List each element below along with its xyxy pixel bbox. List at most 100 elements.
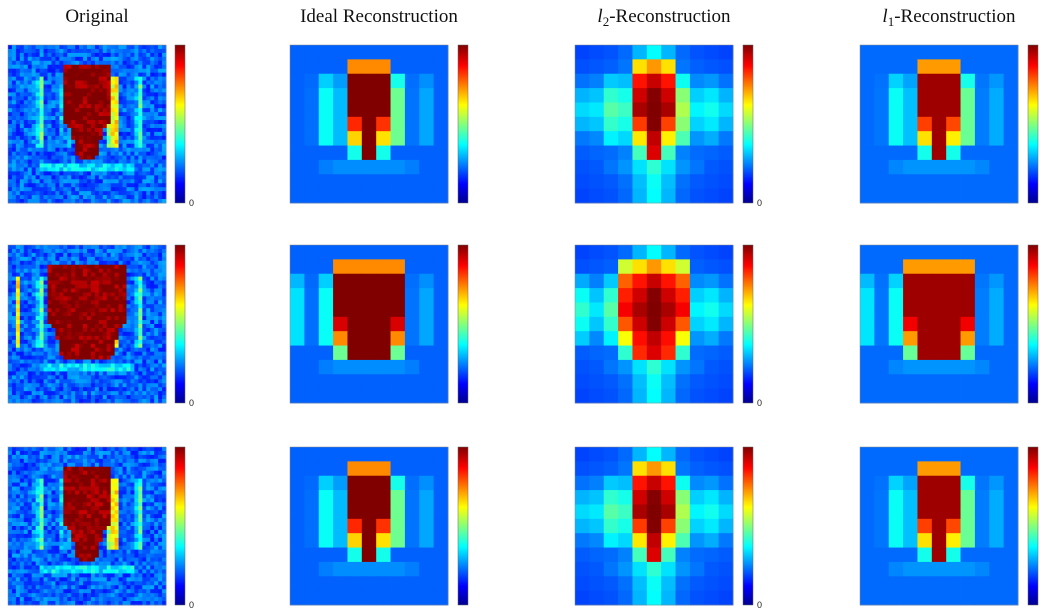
heatmap-cell [158,273,162,277]
heatmap-cell [107,53,111,57]
heatmap-cell [32,526,36,530]
heatmap-cell [24,459,28,463]
heatmap-cell [59,65,63,69]
heatmap-cell [146,140,150,144]
heatmap-cell [28,171,32,175]
heatmap-cell [79,164,83,168]
heatmap-cell [107,108,111,112]
heatmap-cell [28,124,32,128]
heatmap-cell [704,346,719,361]
heatmap-cell [115,144,119,148]
heatmap-cell [123,367,127,371]
heatmap-cell [154,483,158,487]
heatmap-cell [158,100,162,104]
heatmap-cell [127,542,131,546]
heatmap-cell [87,455,91,459]
heatmap-cell [20,112,24,116]
heatmap-cell [8,88,12,92]
heatmap-cell [79,77,83,81]
heatmap-cell [24,483,28,487]
heatmap-cell [79,447,83,451]
heatmap-cell [79,179,83,183]
heatmap-cell [115,538,119,542]
heatmap-cell [347,302,362,317]
heatmap-cell [111,45,115,49]
heatmap-cell [75,490,79,494]
heatmap-cell [134,81,138,85]
heatmap-cell [142,273,146,277]
heatmap-cell [150,152,154,156]
heatmap-cell [8,356,12,360]
heatmap-cell [142,344,146,348]
heatmap-cell [36,328,40,332]
heatmap-cell [661,360,676,375]
heatmap-cell [676,302,691,317]
heatmap-cell [48,92,52,96]
heatmap-cell [95,304,99,308]
heatmap-cell [59,360,63,364]
heatmap-cell [604,346,619,361]
heatmap-cell [704,88,719,103]
heatmap-cell [71,336,75,340]
heatmap-cell [690,45,705,60]
heatmap-cell [123,269,127,273]
heatmap-cell [63,124,67,128]
heatmap-cell [63,253,67,257]
heatmap-cell [704,146,719,161]
heatmap-cell [975,59,990,74]
heatmap-cell [119,261,123,265]
heatmap-cell [95,364,99,368]
heatmap-cell [154,360,158,364]
heatmap-cell [71,312,75,316]
heatmap-cell [111,191,115,195]
heatmap-cell [719,160,734,175]
heatmap-cell [71,61,75,65]
heatmap-cell [150,73,154,77]
heatmap-cell [115,253,119,257]
heatmap-cell [860,45,875,60]
heatmap-cell [142,156,146,160]
heatmap-cell [134,167,138,171]
heatmap-cell [575,117,590,132]
heatmap-cell [127,324,131,328]
heatmap-cell [138,546,142,550]
heatmap-cell [119,471,123,475]
heatmap-cell [83,399,87,403]
heatmap-cell [146,81,150,85]
heatmap-cell [20,187,24,191]
heatmap-cell [8,277,12,281]
heatmap-cell [362,189,377,204]
heatmap-cell [12,510,16,514]
heatmap-cell [347,274,362,289]
heatmap-cell [119,249,123,253]
heatmap-cell [123,316,127,320]
heatmap-cell [95,340,99,344]
heatmap-cell [67,156,71,160]
heatmap-cell [40,277,44,281]
heatmap-cell [150,447,154,451]
heatmap-cell [154,395,158,399]
heatmap-cell [103,300,107,304]
heatmap-cell [123,506,127,510]
heatmap-cell [134,340,138,344]
heatmap-cell [83,128,87,132]
heatmap-cell [676,389,691,404]
heatmap-cell [376,317,391,332]
heatmap-cell [16,61,20,65]
heatmap-cell [119,120,123,124]
heatmap-cell [127,312,131,316]
heatmap-cell [134,328,138,332]
heatmap-cell [48,498,52,502]
heatmap-cell [103,77,107,81]
heatmap-cell [95,144,99,148]
heatmap-cell [87,487,91,491]
heatmap-cell [154,175,158,179]
heatmap-cell [16,57,20,61]
heatmap-cell [75,124,79,128]
heatmap-cell [83,112,87,116]
heatmap-cell [162,296,166,300]
heatmap-cell [55,316,59,320]
heatmap-cell [123,108,127,112]
heatmap-cell [55,459,59,463]
heatmap-cell [115,387,119,391]
